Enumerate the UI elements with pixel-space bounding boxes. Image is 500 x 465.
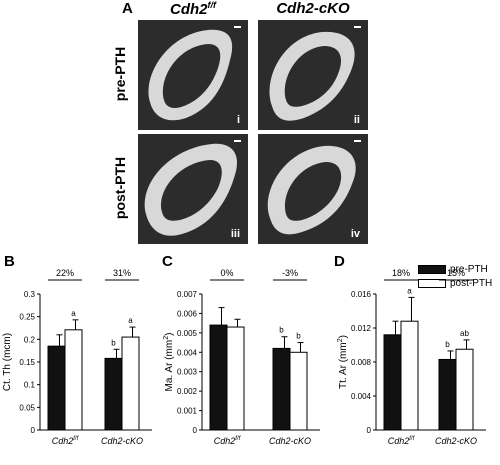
y-tick-label: 0.007	[177, 290, 198, 299]
legend-swatch-post-pth	[418, 278, 446, 288]
significance-letter: b	[445, 340, 450, 349]
y-tick-label: 0	[193, 426, 198, 435]
significance-letter: a	[407, 286, 412, 295]
y-axis-label: Ct. Th (mcm)	[2, 333, 13, 391]
y-tick-label: 0.012	[351, 324, 372, 333]
significance-letter: b	[279, 326, 284, 335]
chart-c-marrow-area: C 0 0.001 0.002 0.003 0.004 0.005 0.006 0.007 Ma.…	[162, 253, 320, 446]
tile-label-iv: iv	[350, 228, 360, 240]
bar-post-pth-0	[226, 326, 245, 431]
percent-change-label: 15%	[447, 268, 465, 278]
column-header-cdh2-cko: Cdh2-cKO	[276, 0, 350, 17]
y-tick-label: 0.005	[177, 329, 198, 338]
significance-letter: a	[128, 316, 133, 325]
scale-bar	[234, 26, 241, 28]
category-label: Cdh2-cKO	[101, 436, 143, 446]
legend-label: post-PTH	[450, 277, 493, 289]
y-tick-label: 0.004	[177, 348, 198, 357]
y-tick-label: 0.003	[177, 368, 198, 377]
scale-bar	[354, 140, 361, 142]
category-label: Cdh2f/f	[214, 436, 242, 446]
y-tick-label: 0.002	[177, 387, 198, 396]
y-axis-label: Tt. Ar (mm2)	[337, 335, 349, 389]
y-tick-label: 0.15	[19, 358, 35, 367]
tile-label-iii: iii	[230, 228, 240, 240]
significance-letter: b	[296, 332, 301, 341]
percent-change-label: 0%	[220, 268, 233, 278]
y-tick-label: 0.25	[19, 313, 35, 322]
micro-ct-image-iv: iv	[258, 134, 368, 244]
y-tick-label: 0.05	[19, 403, 35, 412]
tile-label-ii: ii	[353, 114, 360, 126]
chart-d-total-area: D 0 0.004 0.008 0.012 0.016 Tt. Ar (mm2) a 18% Cd…	[334, 253, 486, 446]
bar-post-pth-0	[64, 329, 83, 431]
category-label: Cdh2-cKO	[435, 436, 477, 446]
y-tick-label: 0	[31, 426, 36, 435]
scale-bar	[354, 26, 361, 28]
y-tick-label: 0.016	[351, 290, 372, 299]
legend-label: pre-PTH	[450, 263, 488, 275]
row-header-post-pth: post-PTH	[112, 156, 128, 220]
panel-label-c: C	[162, 253, 173, 270]
tile-label-i: i	[236, 114, 240, 126]
percent-change-label: 18%	[392, 268, 410, 278]
bar-pre-pth-1	[104, 357, 123, 431]
micro-ct-image-i: i	[138, 20, 248, 130]
y-tick-label: 0.008	[351, 358, 372, 367]
scale-bar	[234, 140, 241, 142]
significance-letter: ab	[460, 329, 469, 338]
panel-label-d: D	[334, 253, 345, 270]
y-tick-label: 0.004	[351, 392, 372, 401]
y-tick-label: 0.001	[177, 407, 198, 416]
legend: pre-PTH post-PTH	[418, 262, 492, 290]
legend-item-pre-pth: pre-PTH	[418, 262, 492, 276]
y-tick-label: 0.3	[24, 290, 36, 299]
category-label: Cdh2f/f	[52, 436, 80, 446]
legend-swatch-pre-pth	[418, 264, 446, 274]
category-label: Cdh2f/f	[388, 436, 416, 446]
significance-letter: b	[111, 338, 116, 347]
panel-label-b: B	[4, 253, 15, 270]
y-tick-label: 0.1	[24, 381, 36, 390]
percent-change-label: 31%	[113, 268, 131, 278]
category-label: Cdh2-cKO	[269, 436, 311, 446]
panel-label-a: A	[122, 0, 133, 17]
y-tick-label: 0	[367, 426, 372, 435]
column-header-cdh2-ff: Cdh2f/f	[170, 0, 216, 18]
micro-ct-image-ii: ii	[258, 20, 368, 130]
y-tick-label: 0.2	[24, 335, 36, 344]
significance-letter: a	[71, 309, 76, 318]
bar-pre-pth-0	[209, 324, 228, 431]
percent-change-label: -3%	[282, 268, 298, 278]
y-tick-label: 0.006	[177, 309, 198, 318]
bar-post-pth-0	[400, 320, 419, 431]
percent-change-label: 22%	[56, 268, 74, 278]
bar-post-pth-1	[289, 351, 308, 431]
row-header-pre-pth: pre-PTH	[112, 46, 128, 102]
bar-pre-pth-1	[272, 347, 291, 431]
bar-post-pth-1	[455, 348, 474, 431]
chart-b-cortical-thickness: B 0 0.05 0.1 0.15 0.2 0.25 0.3 Ct. Th (mcm) a 22% C…	[2, 253, 152, 446]
bar-post-pth-1	[121, 336, 140, 431]
bar-pre-pth-0	[383, 334, 402, 431]
bar-pre-pth-1	[438, 358, 457, 431]
y-axis-label: Ma. Ar (mm2)	[163, 333, 175, 392]
legend-item-post-pth: post-PTH	[418, 276, 492, 290]
bar-pre-pth-0	[47, 345, 66, 431]
micro-ct-image-iii: iii	[138, 134, 248, 244]
